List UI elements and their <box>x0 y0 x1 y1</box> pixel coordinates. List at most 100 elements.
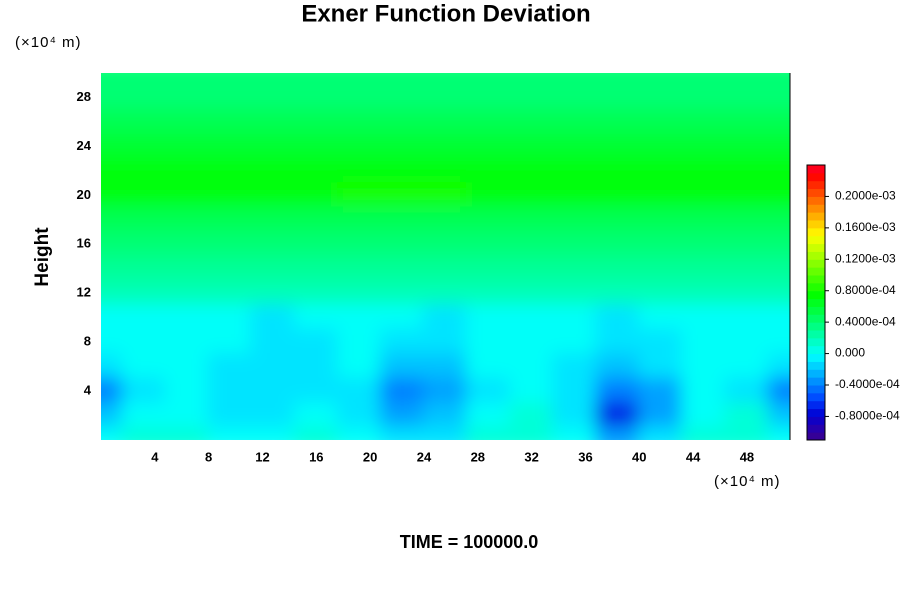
contour-cell <box>509 84 555 111</box>
contour-cell <box>293 304 339 331</box>
contour-cell <box>101 279 124 307</box>
contour-cell <box>379 182 425 209</box>
contour-cell <box>466 182 512 209</box>
contour-cell <box>552 231 598 258</box>
contour-cell <box>724 402 770 429</box>
contour-cell <box>466 353 512 380</box>
contour-cell <box>466 84 512 111</box>
contour-cell <box>552 402 598 429</box>
contour-cell <box>638 279 684 307</box>
contour-cell <box>121 206 167 234</box>
contour-cell <box>164 84 210 111</box>
contour-cell <box>767 255 790 282</box>
colorbar-swatch <box>807 424 825 433</box>
contour-cell <box>466 279 512 307</box>
contour-cell <box>767 73 790 87</box>
contour-cell <box>101 402 124 429</box>
contour-cell <box>336 402 382 429</box>
contour-cell <box>336 206 382 234</box>
contour-cell <box>164 377 210 405</box>
contour-cell <box>552 133 598 160</box>
colorbar-swatch <box>807 251 825 260</box>
contour-cell <box>552 182 598 209</box>
colorbar-swatch <box>807 227 825 237</box>
contour-cell <box>681 157 727 185</box>
contour-cell <box>509 108 555 136</box>
contour-cell <box>552 279 598 307</box>
contour-cell <box>250 206 296 234</box>
contour-cell <box>681 279 727 307</box>
contour-cell <box>293 231 339 258</box>
contour-cell <box>293 84 339 111</box>
contour-cell <box>681 231 727 258</box>
contour-cell <box>207 304 253 331</box>
colorbar-swatch <box>807 290 825 300</box>
contour-cell <box>101 353 124 380</box>
contour-cell <box>250 279 296 307</box>
colorbar-tick-label: 0.2000e-03 <box>835 189 896 203</box>
contour-cell <box>164 426 210 440</box>
contour-cell <box>638 206 684 234</box>
colorbar-tick-label: 0.000 <box>835 346 865 360</box>
contour-cell <box>164 182 210 209</box>
contour-cell <box>422 133 469 160</box>
contour-cell <box>207 231 253 258</box>
contour-cell <box>207 108 253 136</box>
colorbar-swatch <box>807 408 825 417</box>
contour-cell <box>250 304 296 331</box>
contour-cell <box>422 73 469 87</box>
colorbar-swatch <box>807 306 825 315</box>
contour-cell <box>638 255 684 282</box>
contour-cell <box>207 279 253 307</box>
contour-cell <box>101 73 124 87</box>
y-unit: (×10⁴ m) <box>15 34 82 51</box>
contour-cell <box>638 402 684 429</box>
contour-cell <box>336 133 382 160</box>
colorbar: 0.2000e-03 0.1600e-03 0.1200e-03 0.8000e-04… <box>807 165 900 441</box>
y-tick-label: 8 <box>84 334 91 349</box>
contour-cell <box>336 73 382 87</box>
contour-cell <box>681 206 727 234</box>
y-tick-label: 16 <box>77 236 91 251</box>
contour-cell <box>595 255 641 282</box>
contour-cell <box>121 255 167 282</box>
contour-cell <box>101 182 124 209</box>
contour-cell <box>250 73 296 87</box>
colorbar-swatch <box>807 180 825 190</box>
contour-cell <box>336 255 382 282</box>
contour-cell <box>293 402 339 429</box>
colorbar-border <box>806 164 826 441</box>
contour-cell <box>466 231 512 258</box>
contour-cell <box>767 377 790 405</box>
contour-cell <box>379 133 425 160</box>
colorbar-tick-label: 0.4000e-04 <box>835 314 896 328</box>
x-tick-label: 4 <box>151 449 159 464</box>
footer: TIME = 100000.0 <box>400 532 539 552</box>
contour-cell <box>207 353 253 380</box>
contour-cell <box>724 108 770 136</box>
contour-cell <box>595 231 641 258</box>
cells <box>101 73 790 440</box>
contour-cell <box>595 108 641 136</box>
colorbar-swatch <box>807 337 825 347</box>
contour-cell <box>681 182 727 209</box>
x-tick-label: 44 <box>686 449 701 464</box>
contour-cell <box>379 157 425 185</box>
contour-cell <box>466 426 512 440</box>
contour-cell <box>595 304 641 331</box>
contour-cell <box>767 182 790 209</box>
x-tick-label: 12 <box>255 449 269 464</box>
x-tick-label: 28 <box>471 449 485 464</box>
contour-cell <box>509 157 555 185</box>
contour-cell <box>767 133 790 160</box>
contour-cell <box>379 255 425 282</box>
colorbar-tick-label: 0.1600e-03 <box>835 220 896 234</box>
contour-cell <box>552 73 598 87</box>
contour-cell <box>466 133 512 160</box>
colorbar-swatch <box>807 235 825 245</box>
contour-cell <box>293 328 339 356</box>
contour-cell <box>595 402 641 429</box>
contour-cell <box>250 157 296 185</box>
contour-cell <box>101 231 124 258</box>
contour-cell <box>466 255 512 282</box>
